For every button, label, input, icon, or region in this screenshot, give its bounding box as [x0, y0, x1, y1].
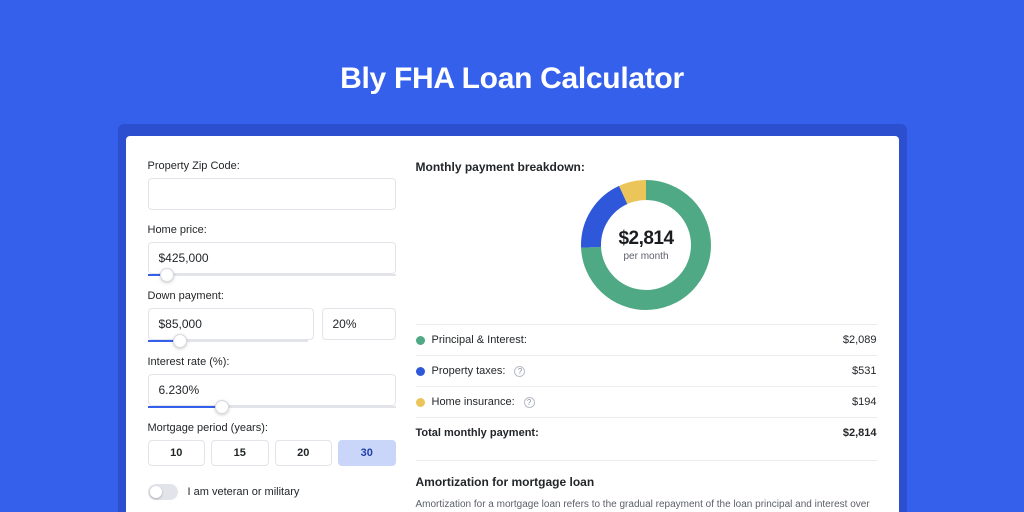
down-payment-input[interactable]	[148, 308, 314, 340]
mortgage-period-option-10[interactable]: 10	[148, 440, 206, 466]
total-value: $2,814	[843, 427, 877, 439]
home-price-input[interactable]	[148, 242, 396, 274]
mortgage-period-label: Mortgage period (years):	[148, 422, 396, 434]
mortgage-period-option-20[interactable]: 20	[275, 440, 333, 466]
amortization-section: Amortization for mortgage loan Amortizat…	[416, 460, 877, 512]
mortgage-period-option-30[interactable]: 30	[338, 440, 396, 466]
info-icon[interactable]: ?	[524, 397, 535, 408]
down-payment-field: Down payment:	[148, 290, 396, 342]
breakdown-line-label: Home insurance:	[432, 396, 515, 408]
interest-rate-field: Interest rate (%):	[148, 356, 396, 408]
interest-rate-slider[interactable]	[148, 406, 396, 408]
breakdown-line-value: $194	[852, 396, 876, 408]
payment-donut-chart: $2,814 per month	[581, 180, 711, 310]
breakdown-line-value: $531	[852, 365, 876, 377]
home-price-slider-thumb[interactable]	[160, 268, 174, 282]
calculator-card: Property Zip Code: Home price: Down paym…	[126, 136, 899, 512]
card-shadow: Property Zip Code: Home price: Down paym…	[118, 124, 907, 512]
interest-rate-label: Interest rate (%):	[148, 356, 396, 368]
mortgage-period-option-15[interactable]: 15	[211, 440, 269, 466]
donut-center: $2,814 per month	[581, 180, 711, 310]
breakdown-line-label: Principal & Interest:	[432, 334, 527, 346]
total-row: Total monthly payment: $2,814	[416, 418, 877, 448]
down-payment-label: Down payment:	[148, 290, 396, 302]
interest-rate-input[interactable]	[148, 374, 396, 406]
down-payment-slider-thumb[interactable]	[173, 334, 187, 348]
home-price-slider[interactable]	[148, 274, 396, 276]
mortgage-period-field: Mortgage period (years): 10152030	[148, 422, 396, 466]
swatch-icon	[416, 367, 425, 376]
form-column: Property Zip Code: Home price: Down paym…	[148, 160, 396, 512]
zip-field: Property Zip Code:	[148, 160, 396, 210]
breakdown-line: Principal & Interest: $2,089	[416, 325, 877, 355]
swatch-icon	[416, 336, 425, 345]
page-title: Bly FHA Loan Calculator	[340, 62, 684, 96]
breakdown-line: Home insurance:? $194	[416, 387, 877, 417]
veteran-toggle[interactable]	[148, 484, 178, 500]
breakdown-line-value: $2,089	[843, 334, 877, 346]
veteran-toggle-row: I am veteran or military	[148, 484, 396, 500]
zip-input[interactable]	[148, 178, 396, 210]
breakdown-title: Monthly payment breakdown:	[416, 160, 877, 174]
zip-label: Property Zip Code:	[148, 160, 396, 172]
interest-rate-slider-fill	[148, 406, 222, 408]
breakdown-column: Monthly payment breakdown: $2,814 per mo…	[416, 160, 877, 512]
breakdown-line: Property taxes:? $531	[416, 356, 877, 386]
down-payment-pct-input[interactable]	[322, 308, 396, 340]
home-price-label: Home price:	[148, 224, 396, 236]
home-price-field: Home price:	[148, 224, 396, 276]
amortization-title: Amortization for mortgage loan	[416, 475, 877, 489]
donut-amount: $2,814	[618, 228, 673, 250]
total-label: Total monthly payment:	[416, 427, 539, 439]
donut-wrap: $2,814 per month	[416, 180, 877, 310]
swatch-icon	[416, 398, 425, 407]
down-payment-slider[interactable]	[148, 340, 308, 342]
interest-rate-slider-thumb[interactable]	[215, 400, 229, 414]
veteran-toggle-knob	[150, 486, 162, 498]
veteran-toggle-label: I am veteran or military	[188, 486, 300, 498]
info-icon[interactable]: ?	[514, 366, 525, 377]
amortization-text: Amortization for a mortgage loan refers …	[416, 497, 877, 512]
breakdown-line-label: Property taxes:	[432, 365, 506, 377]
mortgage-period-options: 10152030	[148, 440, 396, 466]
donut-sub: per month	[623, 251, 668, 262]
